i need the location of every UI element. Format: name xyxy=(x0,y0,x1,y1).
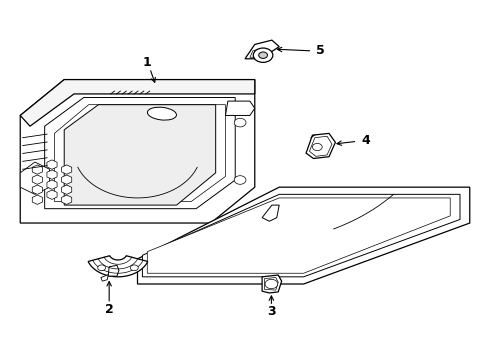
Circle shape xyxy=(98,265,105,271)
Polygon shape xyxy=(143,194,460,277)
Polygon shape xyxy=(306,134,335,158)
Polygon shape xyxy=(47,190,57,199)
Circle shape xyxy=(313,143,322,150)
Polygon shape xyxy=(47,170,57,179)
Polygon shape xyxy=(62,165,72,174)
Polygon shape xyxy=(32,195,43,204)
Text: 3: 3 xyxy=(267,306,276,319)
Polygon shape xyxy=(62,195,72,204)
Polygon shape xyxy=(32,185,43,194)
Polygon shape xyxy=(45,98,235,209)
Text: 1: 1 xyxy=(143,56,151,69)
Polygon shape xyxy=(47,180,57,189)
Circle shape xyxy=(234,176,246,184)
Polygon shape xyxy=(138,187,470,284)
Polygon shape xyxy=(225,101,255,116)
Polygon shape xyxy=(245,40,279,59)
Polygon shape xyxy=(20,162,49,194)
Polygon shape xyxy=(262,205,279,221)
Text: 5: 5 xyxy=(317,44,325,57)
Polygon shape xyxy=(250,49,262,57)
Polygon shape xyxy=(62,175,72,184)
Polygon shape xyxy=(88,256,148,277)
Polygon shape xyxy=(310,136,332,156)
Polygon shape xyxy=(108,265,119,276)
Polygon shape xyxy=(62,185,72,194)
Circle shape xyxy=(259,52,268,58)
Circle shape xyxy=(265,279,278,289)
Polygon shape xyxy=(262,275,282,293)
Polygon shape xyxy=(47,160,57,169)
Polygon shape xyxy=(32,175,43,184)
Polygon shape xyxy=(32,165,43,174)
Circle shape xyxy=(234,118,246,127)
Circle shape xyxy=(130,265,138,271)
Polygon shape xyxy=(54,105,225,202)
Ellipse shape xyxy=(147,107,176,120)
Circle shape xyxy=(253,48,273,62)
Polygon shape xyxy=(20,80,255,126)
Text: 2: 2 xyxy=(105,303,114,316)
Polygon shape xyxy=(64,105,216,205)
Polygon shape xyxy=(101,275,108,281)
Polygon shape xyxy=(265,278,278,290)
Polygon shape xyxy=(20,80,255,223)
Text: 4: 4 xyxy=(362,134,370,147)
Polygon shape xyxy=(147,198,450,273)
